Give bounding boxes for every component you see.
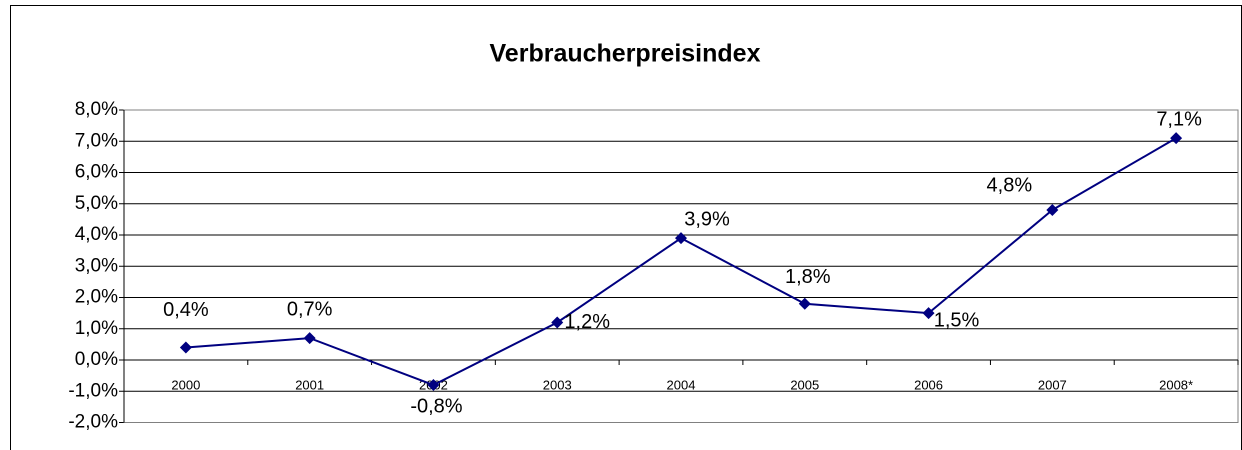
data-label: 4,8% — [987, 174, 1033, 196]
y-tick-label: 7,0% — [75, 130, 118, 151]
data-point — [1046, 204, 1059, 216]
data-point — [798, 297, 811, 310]
x-tick-label: 2005 — [790, 377, 819, 392]
data-point — [675, 232, 687, 245]
x-tick-label: 2006 — [914, 377, 943, 392]
data-point — [1170, 132, 1183, 145]
y-tick-label: 5,0% — [75, 193, 118, 214]
data-label: 7,1% — [1156, 108, 1202, 130]
data-point — [427, 379, 440, 391]
y-tick-label: 0,0% — [75, 349, 118, 370]
y-tick-label: 1,0% — [75, 318, 118, 339]
y-tick-label: 3,0% — [75, 255, 118, 276]
data-label: 1,8% — [785, 266, 831, 288]
data-label: 3,9% — [684, 208, 730, 230]
data-label: 0,7% — [287, 298, 333, 320]
y-tick-label: 4,0% — [75, 224, 118, 245]
x-tick-label: 2008* — [1159, 377, 1193, 392]
y-tick-label: 2,0% — [75, 287, 118, 308]
data-point — [922, 307, 935, 320]
data-point — [179, 341, 192, 354]
data-label: 1,5% — [934, 309, 980, 331]
chart-title: Verbraucherpreisindex — [490, 40, 761, 68]
y-tick-label: -2,0% — [68, 412, 118, 433]
x-tick-label: 2001 — [295, 377, 324, 392]
data-label: 0,4% — [163, 299, 209, 321]
x-tick-label: 2007 — [1038, 377, 1067, 392]
x-tick-label: 2003 — [543, 377, 572, 392]
y-tick-label: -1,0% — [68, 380, 118, 401]
data-label: 1,2% — [564, 311, 610, 333]
y-tick-label: 8,0% — [75, 99, 118, 120]
data-label: -0,8% — [410, 395, 462, 417]
x-tick-label: 2000 — [171, 377, 200, 392]
data-point — [551, 316, 564, 329]
data-point — [303, 332, 316, 345]
x-tick-label: 2004 — [667, 377, 696, 392]
y-tick-label: 6,0% — [75, 162, 118, 183]
